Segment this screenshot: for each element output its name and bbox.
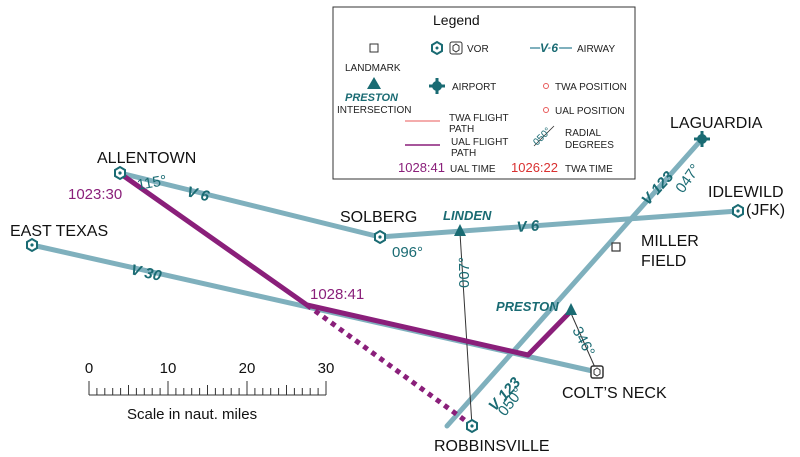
label-miller-field-2: FIELD: [641, 253, 686, 270]
scale-ticks: [88, 381, 327, 396]
legend-ual-position-icon: [543, 107, 549, 113]
intersection-preston-icon: [565, 303, 577, 315]
legend-airway-sample: V 6: [540, 41, 558, 55]
legend-ual-time-sample: 1028:41: [398, 160, 445, 175]
ual-time-1023: 1023:30: [68, 186, 122, 203]
ual-time-1028: 1028:41: [310, 286, 364, 303]
legend-landmark-label: LANDMARK: [345, 63, 401, 74]
scale-bar: 0 10 20 30 Scale in naut. miles: [85, 360, 335, 423]
legend-airport-icon: [429, 78, 445, 94]
radial-line-007: [459, 232, 473, 427]
legend-title: Legend: [433, 12, 480, 28]
legend-twa-time-sample: 1026:22: [511, 160, 558, 175]
legend-box: [332, 6, 636, 180]
ual-flight-path: [115, 169, 574, 427]
airway-v123: [444, 136, 705, 429]
vor-colts-neck-icon: [590, 365, 604, 379]
label-jfk: (JFK): [746, 202, 785, 219]
legend-vor-label: VOR: [467, 44, 489, 55]
radial-label-115: 115°: [136, 172, 168, 194]
landmark-miller-field-icon: [611, 242, 621, 252]
legend-twa-path-label-1: TWA FLIGHT: [449, 113, 509, 124]
legend-radial-label-2: DEGREES: [565, 140, 614, 151]
legend-twa-time-label: TWA TIME: [565, 164, 613, 175]
airway-label-v6-east: V 6: [516, 217, 540, 236]
airway-label-v6-west: V 6: [185, 183, 212, 205]
scale-tick-label-10: 10: [160, 360, 177, 377]
label-colts-neck: COLT’S NECK: [562, 385, 667, 402]
vor-robbinsville-icon: [466, 418, 478, 434]
legend-intersection-label: INTERSECTION: [337, 105, 411, 116]
legend-ual-position-label: UAL POSITION: [555, 106, 625, 117]
legend-ual-time-label: UAL TIME: [450, 164, 496, 175]
legend-airway-label: AIRWAY: [577, 44, 615, 55]
intersection-linden-icon: [454, 224, 466, 236]
legend-intersection-sample: PRESTON: [345, 92, 399, 104]
airway-v6-east: [377, 208, 741, 240]
legend-vor-box-icon: [449, 41, 463, 55]
radial-label-346: 346°: [568, 324, 598, 359]
label-miller-field-1: MILLER: [641, 233, 699, 250]
airport-laguardia-icon: [694, 131, 710, 147]
legend-twa-path-label-2: PATH: [449, 124, 474, 135]
airway-v6-west: [117, 170, 383, 240]
ual-path-dotted: [305, 302, 472, 427]
label-east-texas: EAST TEXAS: [10, 223, 108, 240]
ual-path-solid: [115, 169, 574, 358]
legend-vor-icon: [431, 40, 443, 56]
vor-idlewild-icon: [732, 203, 744, 219]
legend: Legend LANDMARK VOR V 6 AIRWAY PRESTON I…: [332, 6, 636, 180]
vor-allentown-icon: [114, 165, 126, 181]
label-robbinsville: ROBBINSVILLE: [434, 438, 550, 455]
label-solberg: SOLBERG: [340, 209, 417, 226]
radial-label-007: 007°: [456, 257, 473, 288]
vor-east-texas-icon: [26, 237, 38, 253]
radial-label-096: 096°: [392, 244, 423, 261]
legend-twa-position-icon: [543, 83, 549, 89]
legend-airport-label: AIRPORT: [452, 82, 496, 93]
scale-label: Scale in naut. miles: [127, 406, 257, 423]
label-laguardia: LAGUARDIA: [670, 115, 763, 132]
airway-label-v30: V 30: [129, 261, 164, 285]
legend-ual-path-label-2: PATH: [451, 148, 476, 159]
legend-twa-position-label: TWA POSITION: [555, 82, 627, 93]
label-linden: LINDEN: [443, 208, 492, 223]
scale-tick-label-30: 30: [318, 360, 335, 377]
legend-radial-line: [533, 125, 555, 147]
legend-landmark-icon: [369, 43, 379, 53]
scale-tick-label-0: 0: [85, 360, 93, 377]
label-allentown: ALLENTOWN: [97, 150, 196, 167]
scale-tick-label-20: 20: [239, 360, 256, 377]
legend-radial-label-1: RADIAL: [565, 128, 602, 139]
vor-solberg-icon: [374, 229, 386, 245]
label-preston: PRESTON: [496, 299, 559, 314]
label-idlewild: IDLEWILD: [708, 184, 784, 201]
radial-line-346: [569, 310, 598, 373]
legend-intersection-icon: [367, 77, 381, 89]
legend-ual-path-label-1: UAL FLIGHT: [451, 137, 508, 148]
